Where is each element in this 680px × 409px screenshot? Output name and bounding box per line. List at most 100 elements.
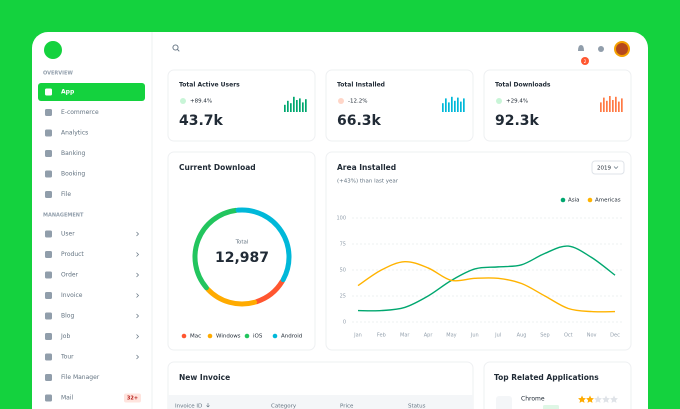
card-title: Area Installed (337, 163, 396, 172)
nav-icon (45, 251, 52, 258)
donut-segment (254, 278, 285, 305)
stat-value: 92.3k (495, 113, 540, 129)
nav-item[interactable]: E-commerce (61, 109, 99, 116)
nav-active[interactable] (38, 83, 145, 101)
nav-icon (45, 374, 52, 381)
donut-segment (205, 286, 258, 307)
settings-icon[interactable] (598, 46, 604, 52)
donut-label: Total (235, 240, 249, 246)
nav-item[interactable]: Tour (60, 354, 74, 361)
table-header (168, 395, 473, 409)
nav-icon (45, 353, 52, 361)
rating-star (586, 395, 594, 403)
nav-item[interactable]: File (61, 191, 71, 198)
nav-icon (45, 150, 52, 157)
chevron (136, 334, 139, 339)
stat-title: Total Downloads (495, 82, 551, 89)
rating-star (578, 395, 586, 403)
avatar-photo (616, 43, 628, 55)
donut-segment (235, 207, 292, 283)
notification-icon[interactable] (578, 45, 584, 51)
legend-label: Americas (595, 198, 621, 204)
nav-item[interactable]: File Manager (61, 374, 100, 381)
chevron (613, 166, 619, 169)
column-header[interactable]: Invoice ID (175, 404, 202, 409)
legend-dot (207, 333, 213, 339)
legend-dot (272, 333, 278, 339)
legend-dot (587, 197, 593, 203)
year-value: 2019 (597, 165, 611, 171)
line-series (357, 260, 616, 313)
nav-item[interactable]: Booking (61, 171, 85, 178)
mini-bar (463, 98, 465, 112)
stat-title: Total Installed (337, 82, 385, 89)
x-tick-label: Jun (470, 333, 479, 339)
search-icon[interactable] (172, 44, 180, 52)
chevron (136, 272, 139, 278)
logo[interactable] (44, 41, 62, 59)
nav-item[interactable]: Product (61, 251, 84, 258)
donut-total: 12,987 (215, 250, 269, 266)
mini-bar (299, 98, 301, 112)
x-tick-label: Apr (424, 333, 434, 339)
x-tick-label: Jan (353, 333, 362, 339)
card-title: New Invoice (179, 373, 230, 382)
nav-item[interactable]: Analytics (61, 130, 88, 137)
stat-card (167, 69, 316, 142)
column-header[interactable]: Status (408, 404, 426, 409)
legend-dot (560, 197, 566, 203)
nav-icon (45, 230, 52, 238)
mini-bar (296, 100, 298, 112)
mini-bar (293, 96, 295, 112)
card-title: Current Download (179, 163, 256, 172)
sort-arrow (206, 403, 210, 408)
column-header[interactable]: Price (340, 404, 354, 409)
column-header[interactable]: Category (271, 404, 297, 409)
mini-bar (457, 97, 459, 112)
card-title: Top Related Applications (494, 373, 599, 382)
x-tick-label: Dec (610, 333, 620, 339)
nav-item[interactable]: Invoice (61, 292, 83, 299)
mini-bar (305, 99, 307, 112)
line-series (357, 245, 616, 312)
trend-icon (338, 98, 344, 104)
mail-badge: 32+ (127, 396, 138, 402)
x-tick-label: Oct (564, 333, 573, 339)
x-tick-label: Nov (587, 333, 597, 339)
stat-value: 43.7k (179, 113, 224, 129)
nav-icon (45, 333, 52, 340)
nav-item[interactable]: Blog (61, 313, 74, 320)
legend-label: Asia (568, 198, 580, 204)
chevron (136, 313, 139, 319)
nav-item[interactable]: Mail (61, 395, 74, 402)
nav-item[interactable]: App (61, 89, 75, 96)
y-tick-label: 75 (340, 242, 346, 248)
trend-icon (496, 98, 502, 104)
section-title: MANAGEMENT (43, 213, 84, 219)
stat-card (483, 69, 632, 142)
chevron (136, 293, 139, 298)
y-tick-label: 0 (343, 320, 346, 326)
stat-change: -12.2% (348, 99, 367, 105)
stat-change: +89.4% (190, 99, 212, 105)
nav-item[interactable]: Order (61, 272, 79, 279)
app-icon-bg (496, 396, 512, 409)
donut-segment (192, 207, 239, 291)
x-tick-label: May (446, 333, 456, 339)
notification-badge (581, 57, 589, 65)
mini-bar (460, 101, 462, 112)
year-select[interactable] (591, 160, 625, 175)
nav-item[interactable]: User (61, 231, 75, 238)
nav-item[interactable]: Banking (61, 150, 86, 157)
nav-icon (45, 109, 52, 116)
y-tick-label: 100 (336, 216, 346, 222)
nav-icon (45, 129, 52, 137)
nav-icon (45, 292, 52, 299)
mini-bar (284, 104, 286, 112)
nav-item[interactable]: Job (60, 333, 70, 340)
x-tick-label: Aug (517, 333, 527, 339)
nav-icon (45, 271, 52, 279)
rating-star (594, 395, 602, 403)
x-tick-label: Sep (540, 333, 549, 339)
legend-label: Android (281, 334, 302, 340)
